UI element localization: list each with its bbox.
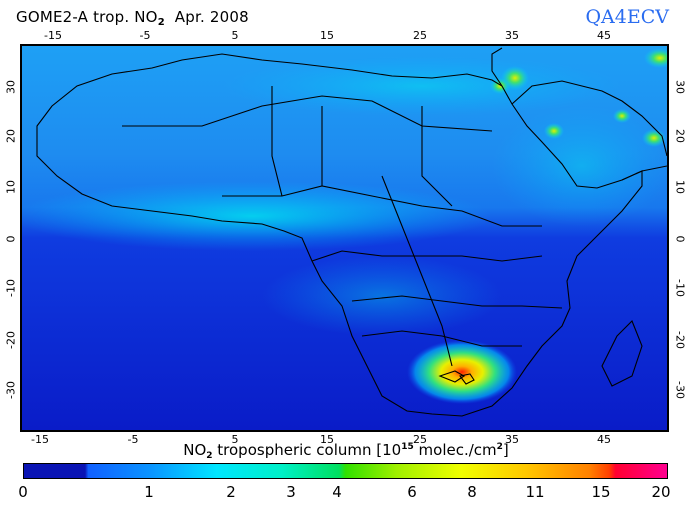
colorbar-tick: 15: [591, 483, 611, 501]
colorbar-tick: 4: [332, 483, 342, 501]
y-tick-left: -30: [4, 381, 18, 399]
x-tick-bottom: 5: [231, 433, 239, 446]
y-tick-right: -20: [673, 331, 687, 349]
colorbar-tick: 11: [525, 483, 545, 501]
colorbar-tick: 20: [651, 483, 671, 501]
y-tick-right: 20: [673, 129, 687, 143]
x-tick-top: 35: [505, 29, 519, 42]
x-tick-bottom: 15: [320, 433, 334, 446]
map-canvas: [22, 46, 667, 430]
brand-label: QA4ECV: [585, 6, 669, 28]
colorbar-tick: 2: [226, 483, 236, 501]
y-tick-left: 30: [4, 80, 18, 94]
colorbar-tick: 6: [407, 483, 417, 501]
x-tick-top: 45: [597, 29, 611, 42]
x-tick-bottom: 45: [597, 433, 611, 446]
colorbar-tick: 3: [286, 483, 296, 501]
colorbar-tick: 8: [467, 483, 477, 501]
colorbar-tick: 1: [144, 483, 154, 501]
x-tick-bottom: 25: [413, 433, 427, 446]
colorbar-label: NO2 tropospheric column [1015 molec./cm2…: [183, 441, 509, 461]
y-tick-right: -10: [673, 279, 687, 297]
x-tick-bottom: 35: [505, 433, 519, 446]
y-tick-left: -20: [4, 331, 18, 349]
y-tick-right: 30: [673, 80, 687, 94]
x-tick-top: 15: [320, 29, 334, 42]
x-tick-top: 25: [413, 29, 427, 42]
colorbar-tick: 0: [18, 483, 28, 501]
x-tick-top: -15: [44, 29, 62, 42]
y-tick-left: 10: [4, 180, 18, 194]
x-tick-bottom: -5: [127, 433, 139, 446]
chart-title: GOME2-A trop. NO2 Apr. 2008: [16, 8, 249, 28]
coastline: [36, 47, 667, 417]
y-tick-left: -10: [4, 279, 18, 297]
x-tick-top: -5: [139, 29, 151, 42]
y-tick-right: 10: [673, 180, 687, 194]
x-tick-bottom: -15: [31, 433, 49, 446]
y-tick-left: 20: [4, 129, 18, 143]
y-tick-left: 0: [4, 235, 18, 243]
colorbar: [23, 463, 668, 479]
y-tick-right: 0: [673, 235, 687, 243]
x-tick-top: 5: [231, 29, 239, 42]
no2-map[interactable]: [20, 44, 669, 432]
y-tick-right: -30: [673, 381, 687, 399]
